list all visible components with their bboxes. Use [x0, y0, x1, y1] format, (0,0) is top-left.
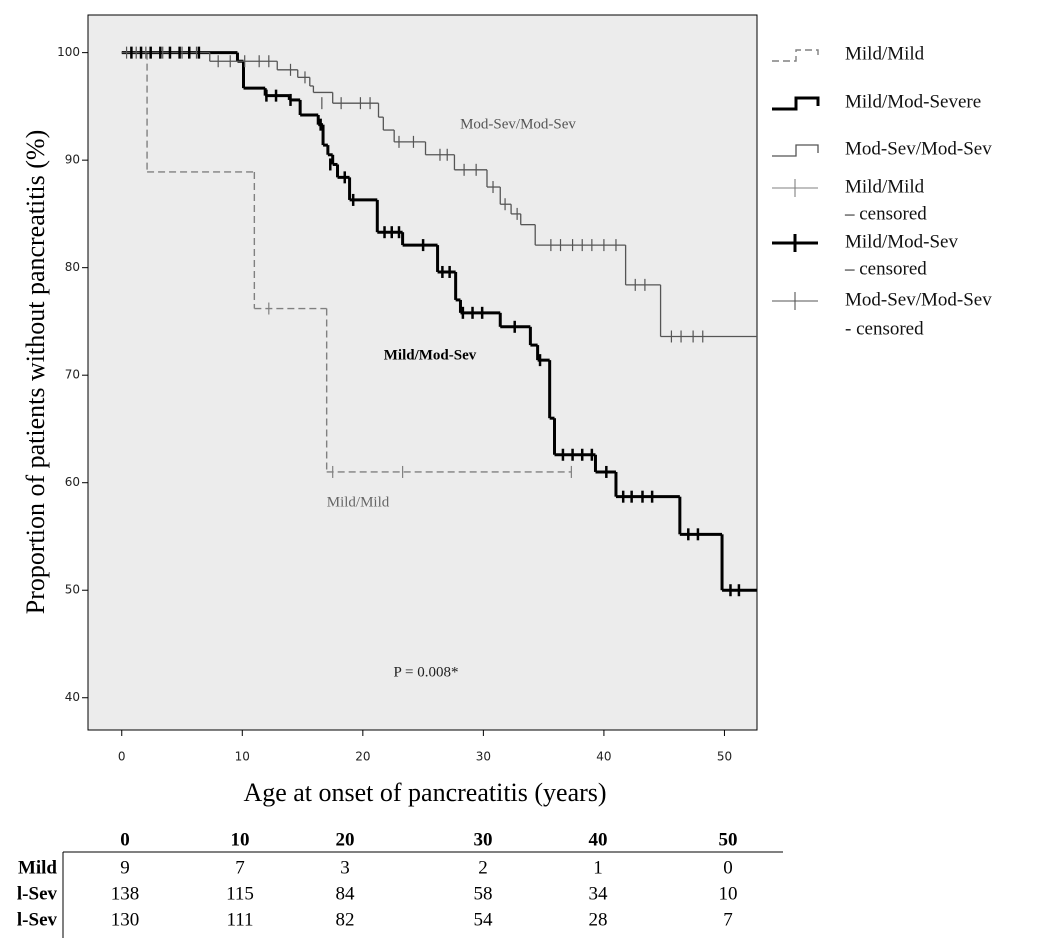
table-header: 20 [336, 829, 355, 850]
table-cell: 9 [120, 857, 130, 878]
legend-label: – censored [844, 203, 927, 224]
legend-label: Mod-Sev/Mod-Sev [845, 289, 992, 310]
legend-item: Mild/Mod-Severe [772, 91, 981, 112]
annotation: P = 0.008* [394, 664, 459, 680]
table-cell: 2 [478, 857, 488, 878]
table-cell: 0 [723, 857, 733, 878]
table-header: 30 [474, 829, 493, 850]
table-row-label: l-Sev [17, 909, 58, 930]
table-cell: 7 [723, 909, 733, 930]
x-tick-label: 20 [355, 750, 370, 764]
table-cell: 82 [336, 909, 355, 930]
x-tick-label: 10 [235, 750, 250, 764]
legend-label: Mild/Mod-Sev [845, 231, 958, 252]
table-header: 10 [231, 829, 250, 850]
legend-label: Mild/Mod-Severe [845, 91, 981, 112]
table-cell: 115 [226, 883, 254, 904]
legend-label: Mild/Mild [845, 176, 925, 197]
table-cell: 84 [336, 883, 356, 904]
y-tick-label: 70 [65, 368, 80, 382]
table-cell: 28 [589, 909, 608, 930]
annotation: Mild/Mod-Sev [384, 347, 477, 363]
table-header: 0 [120, 829, 130, 850]
y-tick-label: 100 [57, 45, 80, 59]
table-row-label: Mild [18, 857, 57, 878]
legend-label: Mod-Sev/Mod-Sev [845, 138, 992, 159]
legend-item: Mild/Mod-Sev – censored [772, 231, 958, 279]
table-cell: 58 [474, 883, 493, 904]
x-tick-label: 30 [476, 750, 491, 764]
y-tick-label: 60 [65, 475, 80, 489]
table-cell: 10 [719, 883, 738, 904]
table-cell: 1 [593, 857, 603, 878]
legend-item: Mild/Mild – censored [772, 176, 927, 224]
table-cell: 138 [111, 883, 140, 904]
y-tick-label: 90 [65, 153, 80, 167]
y-tick-label: 40 [65, 690, 80, 704]
table-header: 50 [719, 829, 738, 850]
legend-item: Mod-Sev/Mod-Sev [772, 138, 992, 159]
y-tick-label: 50 [65, 583, 80, 597]
legend-symbol [772, 96, 820, 111]
table-cell: 7 [235, 857, 245, 878]
legend-item: Mild/Mild [772, 43, 925, 64]
x-tick-label: 50 [717, 750, 732, 764]
legend-label: - censored [845, 318, 924, 339]
legend-label: – censored [844, 258, 927, 279]
x-tick-label: 40 [596, 750, 611, 764]
table-header: 40 [589, 829, 608, 850]
table-cell: 130 [111, 909, 140, 930]
x-axis-label: Age at onset of pancreatitis (years) [243, 778, 606, 807]
table-cell: 3 [340, 857, 350, 878]
annotation: Mild/Mild [327, 494, 390, 510]
table-cell: 111 [226, 909, 253, 930]
table-cell: 54 [474, 909, 494, 930]
y-axis-label: Proportion of patients without pancreati… [21, 130, 50, 615]
legend-symbol [772, 49, 819, 62]
legend-symbol [772, 144, 819, 157]
plot-area [87, 14, 758, 731]
table-cell: 34 [589, 883, 609, 904]
legend-item: Mod-Sev/Mod-Sev - censored [772, 289, 992, 339]
y-tick-label: 80 [65, 260, 80, 274]
x-tick-label: 0 [118, 750, 126, 764]
legend-label: Mild/Mild [845, 43, 925, 64]
annotation: Mod-Sev/Mod-Sev [460, 116, 576, 132]
table-row-label: l-Sev [17, 883, 58, 904]
